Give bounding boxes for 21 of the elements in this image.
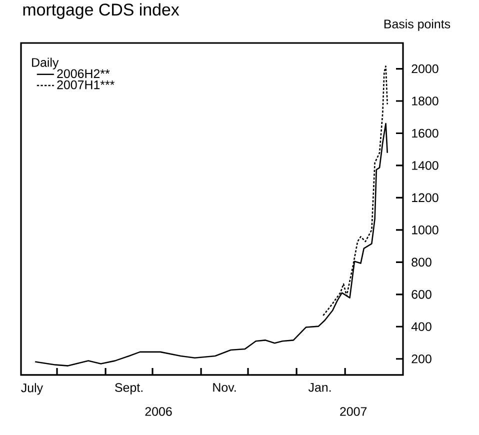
y-tick-label: 1200: [412, 193, 438, 202]
y-tick-label: 1000: [412, 226, 438, 234]
legend-label: 2006H2**: [57, 69, 110, 78]
x-tick-label: Sept.: [115, 383, 142, 394]
text: 2007: [340, 407, 367, 416]
text: 2006: [145, 407, 172, 416]
x-tick-label: Jan.: [308, 383, 331, 392]
x-tick-label: July: [21, 383, 44, 395]
legend-title: Daily: [32, 58, 59, 70]
y-tick-label: 1600: [412, 128, 438, 138]
y-tick-label: 1400: [412, 161, 438, 170]
legend-label: 2007H1***: [57, 80, 115, 90]
y-tick-label: 2000: [412, 64, 438, 74]
y-tick-label: 200: [412, 354, 432, 364]
y-tick-label: 400: [411, 322, 432, 332]
x-tick-label: Nov.: [213, 383, 236, 392]
y-tick-label: 600: [412, 290, 432, 299]
y-axis-title: Basis points: [384, 19, 450, 31]
y-tick-label: 800: [412, 258, 432, 267]
chart-title: mortgage CDS index: [23, 3, 180, 19]
y-tick-label: 1800: [412, 96, 438, 106]
